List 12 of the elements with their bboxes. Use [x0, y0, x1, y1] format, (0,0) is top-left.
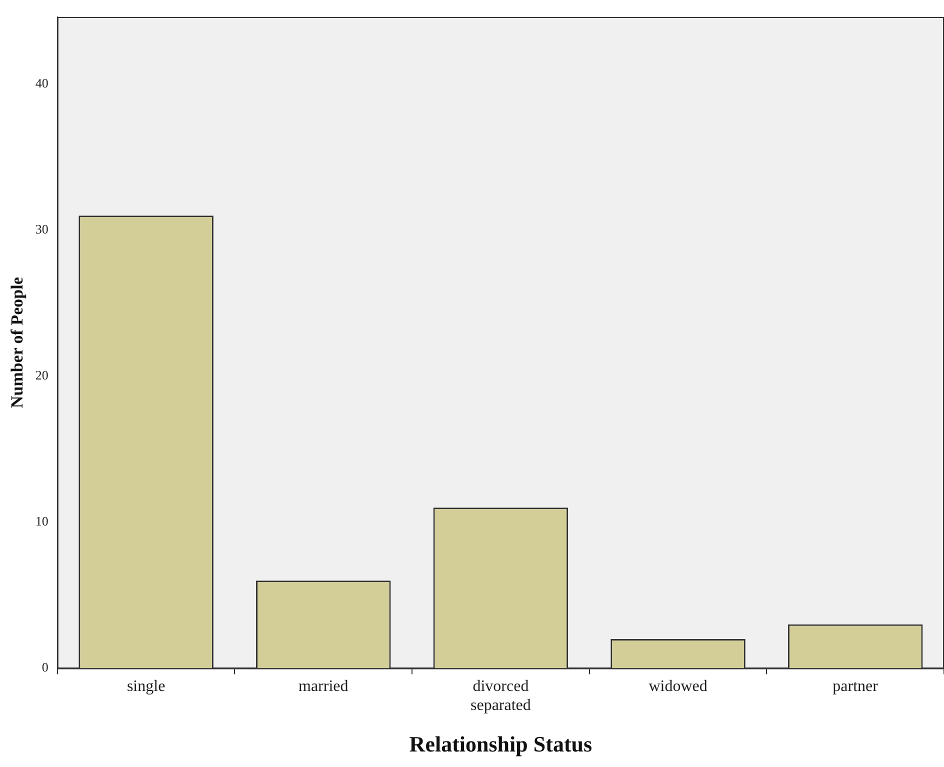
y-tick-label: 10 [35, 514, 48, 529]
y-tick-label: 30 [35, 222, 48, 237]
x-tick-label: widowed [648, 678, 708, 696]
y-tick-label: 40 [35, 76, 48, 91]
x-axis-title: Relationship Status [409, 731, 593, 756]
y-axis-title: Number of People [8, 276, 27, 408]
x-tick-label: married [298, 678, 348, 696]
x-tick-label: single [126, 678, 166, 696]
y-tick-label: 0 [42, 660, 48, 675]
x-tick-label: partner [832, 678, 879, 696]
y-tick-label: 20 [35, 368, 48, 383]
x-tick-label: divorced separated [470, 678, 531, 714]
